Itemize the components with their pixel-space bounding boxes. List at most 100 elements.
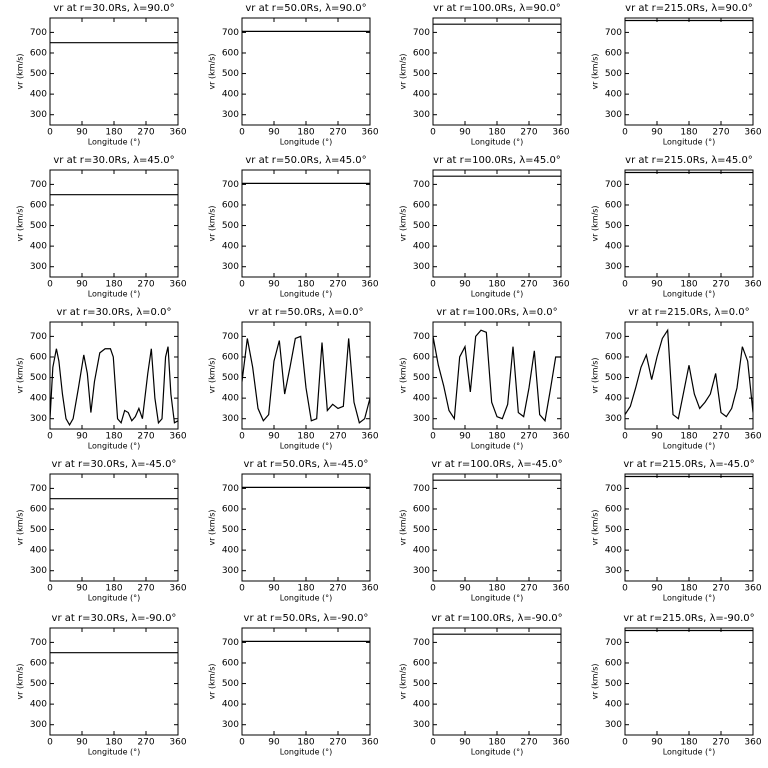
x-tick-label: 0 bbox=[622, 584, 628, 594]
data-line bbox=[242, 335, 370, 424]
x-axis-label: Longitude (°) bbox=[471, 138, 524, 147]
x-tick-label: 180 bbox=[488, 432, 505, 442]
y-tick-label: 600 bbox=[605, 200, 622, 210]
x-axis-label: Longitude (°) bbox=[280, 290, 333, 299]
y-tick-label: 700 bbox=[222, 180, 239, 190]
x-axis-label: Longitude (°) bbox=[471, 290, 524, 299]
x-tick-label: 360 bbox=[361, 584, 378, 594]
y-tick-label: 500 bbox=[222, 69, 239, 79]
y-tick-label: 300 bbox=[222, 110, 239, 120]
y-tick-label: 500 bbox=[222, 373, 239, 383]
data-line bbox=[625, 328, 753, 420]
y-tick-label: 300 bbox=[413, 110, 430, 120]
x-tick-label: 360 bbox=[552, 432, 569, 442]
plot-frame bbox=[624, 473, 754, 582]
y-tick-label: 300 bbox=[30, 566, 47, 576]
y-tick-label: 600 bbox=[222, 48, 239, 58]
x-tick-label: 360 bbox=[169, 738, 186, 748]
x-tick-label: 270 bbox=[137, 432, 154, 442]
panel-title: vr at r=100.0Rs, λ=-90.0° bbox=[431, 613, 562, 624]
x-tick-label: 180 bbox=[680, 128, 697, 138]
y-tick-label: 300 bbox=[222, 262, 239, 272]
panel-title: vr at r=100.0Rs, λ=90.0° bbox=[433, 3, 561, 14]
y-tick-label: 300 bbox=[413, 414, 430, 424]
x-tick-label: 0 bbox=[47, 432, 53, 442]
plot-frame bbox=[241, 473, 371, 582]
y-tick-label: 700 bbox=[30, 332, 47, 342]
x-axis-label: Longitude (°) bbox=[280, 138, 333, 147]
y-tick-label: 400 bbox=[605, 700, 622, 710]
panel-title: vr at r=50.0Rs, λ=-45.0° bbox=[244, 459, 369, 470]
y-tick-label: 400 bbox=[413, 700, 430, 710]
y-axis-label: vr (km/s) bbox=[399, 53, 408, 89]
x-tick-label: 360 bbox=[552, 280, 569, 290]
plot-frame bbox=[49, 321, 179, 430]
panel: vr at r=215.0Rs, λ=90.0° 0 90 180 270 360 300 4… bbox=[591, 3, 762, 147]
plot-frame bbox=[624, 321, 754, 430]
x-tick-label: 0 bbox=[47, 280, 53, 290]
y-tick-label: 500 bbox=[30, 221, 47, 231]
y-tick-label: 400 bbox=[605, 394, 622, 404]
x-tick-label: 90 bbox=[76, 128, 88, 138]
y-tick-label: 500 bbox=[30, 679, 47, 689]
panel: vr at r=30.0Rs, λ=90.0° 0 90 180 270 360 300 40… bbox=[16, 3, 187, 147]
y-tick-label: 600 bbox=[30, 200, 47, 210]
y-tick-label: 300 bbox=[222, 720, 239, 730]
panel: vr at r=100.0Rs, λ=-90.0° 0 90 180 270 360 300… bbox=[399, 613, 570, 757]
plot-frame bbox=[432, 627, 562, 736]
y-tick-label: 700 bbox=[222, 638, 239, 648]
x-axis-label: Longitude (°) bbox=[471, 748, 524, 757]
x-tick-label: 90 bbox=[651, 584, 663, 594]
y-tick-label: 500 bbox=[605, 221, 622, 231]
panel: vr at r=215.0Rs, λ=45.0° 0 90 180 270 360 300 4… bbox=[591, 155, 762, 299]
x-tick-label: 0 bbox=[430, 432, 436, 442]
plot-frame bbox=[432, 321, 562, 430]
panel: vr at r=100.0Rs, λ=-45.0° 0 90 180 270 360 300… bbox=[399, 459, 570, 603]
y-tick-label: 700 bbox=[413, 28, 430, 38]
x-tick-label: 360 bbox=[744, 128, 761, 138]
panel-title: vr at r=100.0Rs, λ=-45.0° bbox=[431, 459, 562, 470]
x-tick-label: 180 bbox=[680, 280, 697, 290]
x-axis-label: Longitude (°) bbox=[471, 442, 524, 451]
x-axis-label: Longitude (°) bbox=[663, 594, 716, 603]
x-tick-label: 180 bbox=[680, 584, 697, 594]
y-axis-label: vr (km/s) bbox=[399, 509, 408, 545]
y-tick-label: 400 bbox=[30, 242, 47, 252]
x-tick-label: 270 bbox=[520, 584, 537, 594]
x-tick-label: 180 bbox=[488, 738, 505, 748]
y-tick-label: 300 bbox=[30, 720, 47, 730]
plot-frame bbox=[432, 169, 562, 278]
y-tick-label: 400 bbox=[222, 90, 239, 100]
panel: vr at r=30.0Rs, λ=0.0° 0 90 180 270 360 300 400… bbox=[16, 307, 187, 451]
x-tick-label: 270 bbox=[520, 738, 537, 748]
x-axis-label: Longitude (°) bbox=[663, 748, 716, 757]
y-tick-label: 400 bbox=[222, 546, 239, 556]
y-tick-label: 600 bbox=[605, 658, 622, 668]
x-tick-label: 90 bbox=[268, 432, 280, 442]
y-tick-label: 300 bbox=[605, 110, 622, 120]
x-tick-label: 0 bbox=[622, 128, 628, 138]
y-tick-label: 600 bbox=[413, 352, 430, 362]
y-tick-label: 500 bbox=[413, 221, 430, 231]
panel-title: vr at r=50.0Rs, λ=90.0° bbox=[245, 3, 366, 14]
y-tick-label: 300 bbox=[222, 566, 239, 576]
x-tick-label: 180 bbox=[105, 432, 122, 442]
y-tick-label: 700 bbox=[605, 332, 622, 342]
x-tick-label: 90 bbox=[268, 128, 280, 138]
x-tick-label: 0 bbox=[239, 584, 245, 594]
x-axis-label: Longitude (°) bbox=[280, 442, 333, 451]
y-tick-label: 400 bbox=[605, 242, 622, 252]
x-axis-label: Longitude (°) bbox=[88, 594, 141, 603]
x-tick-label: 0 bbox=[430, 280, 436, 290]
x-tick-label: 0 bbox=[47, 128, 53, 138]
panel-title: vr at r=100.0Rs, λ=45.0° bbox=[433, 155, 561, 166]
plot-frame bbox=[624, 169, 754, 278]
y-tick-label: 600 bbox=[605, 48, 622, 58]
plot-frame bbox=[432, 473, 562, 582]
y-tick-label: 400 bbox=[30, 394, 47, 404]
panel-title: vr at r=215.0Rs, λ=45.0° bbox=[625, 155, 753, 166]
y-axis-label: vr (km/s) bbox=[208, 357, 217, 393]
panel: vr at r=100.0Rs, λ=90.0° 0 90 180 270 360 300 4… bbox=[399, 3, 570, 147]
y-tick-label: 300 bbox=[605, 566, 622, 576]
